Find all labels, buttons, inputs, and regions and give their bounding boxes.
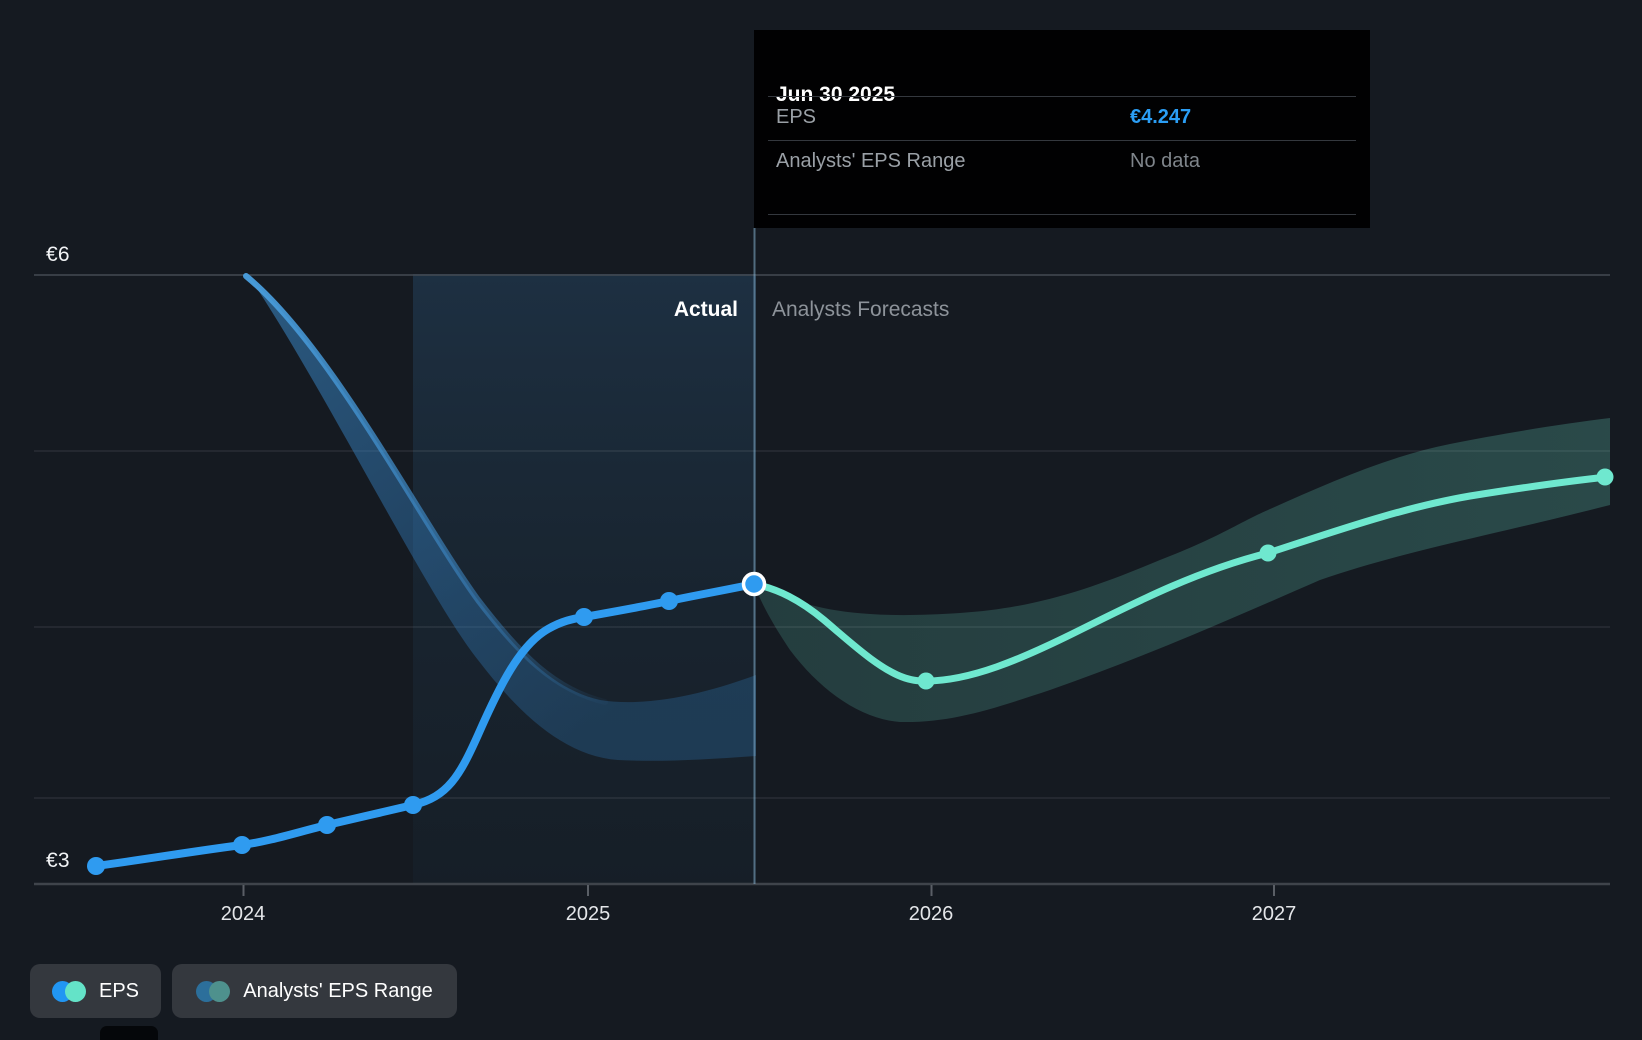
tooltip-eps-value: €4.247 (1130, 106, 1192, 128)
x-axis-label-2027: 2027 (1251, 903, 1297, 925)
phase-label-actual: Actual (673, 298, 738, 321)
tooltip-separator (768, 214, 1356, 215)
x-axis-label-2026: 2026 (908, 903, 954, 925)
y-axis-label-eur3: €3 (46, 849, 70, 872)
tooltip-date: Jun 30 2025 (776, 83, 896, 106)
past-analyst-range-band (246, 276, 756, 761)
chart-tooltip: Jun 30 2025 EPS €4.247 Analysts' EPS Ran… (754, 30, 1370, 228)
range-legend-dots-icon (196, 980, 231, 1002)
tooltip-separator (768, 96, 1356, 97)
chart-legend: EPS Analysts' EPS Range (30, 964, 457, 1018)
phase-label-forecast: Analysts Forecasts (772, 298, 950, 321)
eps-actual-points[interactable] (87, 592, 678, 875)
eps-point-2024q1[interactable] (233, 836, 251, 854)
eps-point-2024h2[interactable] (575, 608, 593, 626)
forecast-analyst-range-band (754, 418, 1610, 723)
x-axis-ticks (242, 885, 1275, 896)
highlight-recent-period (413, 274, 756, 884)
legend-item-eps[interactable]: EPS (30, 964, 161, 1018)
x-axis-label-2025: 2025 (565, 903, 611, 925)
past-analyst-range-edge (243, 273, 608, 705)
eps-point-2024q2[interactable] (318, 816, 336, 834)
eps-point-2024h1[interactable] (404, 796, 422, 814)
eps-point-forecast-2026[interactable] (917, 672, 935, 690)
eps-point-active-jun30-2025[interactable] (741, 571, 767, 597)
eps-point-forecast-2027[interactable] (1259, 544, 1277, 562)
eps-mint-dot-icon (64, 980, 86, 1002)
eps-forecast-points[interactable] (917, 468, 1614, 690)
eps-forecast-line (750, 473, 1611, 685)
legend-label-eps: EPS (98, 979, 140, 1002)
x-axis-label-2024: 2024 (220, 903, 266, 925)
eps-point-2023h2[interactable] (87, 857, 105, 875)
range-teal-dot-icon (209, 980, 231, 1002)
tooltip-separator (768, 140, 1356, 141)
eps-legend-dots-icon (51, 980, 86, 1002)
bottom-edge-tab (100, 1026, 158, 1040)
y-axis-label-eur6: €6 (46, 243, 70, 266)
tooltip-range-value: No data (1130, 150, 1201, 172)
tooltip-range-label: Analysts' EPS Range (776, 150, 966, 172)
tooltip-eps-label: EPS (776, 106, 817, 128)
legend-label-analysts-eps-range: Analysts' EPS Range (243, 979, 433, 1002)
eps-point-2025q1[interactable] (660, 592, 678, 610)
legend-item-analysts-eps-range[interactable]: Analysts' EPS Range (172, 964, 457, 1018)
eps-point-forecast-2028[interactable] (1596, 468, 1614, 486)
